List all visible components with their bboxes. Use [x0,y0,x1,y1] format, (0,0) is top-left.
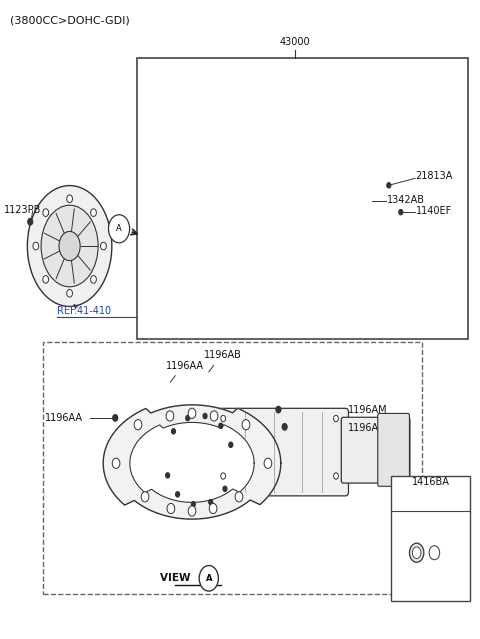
Circle shape [219,423,223,428]
Text: A: A [116,224,122,233]
Circle shape [242,420,250,430]
Ellipse shape [409,543,424,562]
Bar [137,58,468,339]
Ellipse shape [429,546,440,560]
Circle shape [43,275,48,283]
Circle shape [229,442,233,447]
Text: 1123PB: 1123PB [4,204,41,215]
FancyBboxPatch shape [378,413,409,486]
Text: A: A [205,574,212,583]
Ellipse shape [27,185,112,307]
Circle shape [166,473,169,478]
Circle shape [399,210,403,215]
Circle shape [43,209,48,217]
Ellipse shape [412,547,421,558]
Circle shape [334,415,338,422]
Circle shape [221,415,226,422]
Circle shape [387,183,391,188]
FancyBboxPatch shape [341,417,410,483]
Text: VIEW: VIEW [160,573,194,583]
Bar [391,476,470,601]
Circle shape [334,473,338,479]
Circle shape [167,504,175,514]
Circle shape [188,506,196,516]
Text: 1196AM: 1196AM [348,405,388,415]
Polygon shape [130,422,254,502]
Text: 1416BA: 1416BA [412,477,449,487]
Text: REF.41-410: REF.41-410 [57,306,111,316]
Text: 1196AB: 1196AB [348,423,386,433]
Text: 21813A: 21813A [416,171,453,181]
FancyBboxPatch shape [216,408,348,496]
Ellipse shape [162,411,236,510]
Circle shape [91,209,96,217]
Circle shape [209,500,213,505]
Circle shape [235,492,243,502]
Circle shape [33,242,39,250]
Circle shape [264,458,272,468]
Circle shape [100,242,106,250]
Circle shape [186,415,190,420]
Text: (3800CC>DOHC-GDI): (3800CC>DOHC-GDI) [10,16,129,26]
Text: 1342AB: 1342AB [387,195,425,205]
Circle shape [108,215,130,243]
Circle shape [112,458,120,468]
Bar [43,342,422,594]
Circle shape [223,486,227,491]
Text: 43000: 43000 [280,37,311,47]
Circle shape [141,492,149,502]
Circle shape [199,566,218,591]
Circle shape [91,275,96,283]
Circle shape [188,408,196,419]
Circle shape [134,420,142,430]
Circle shape [166,411,174,421]
Text: 1196AA: 1196AA [45,413,83,423]
Ellipse shape [59,231,80,261]
Circle shape [176,492,180,497]
Circle shape [282,424,287,430]
Circle shape [210,411,218,421]
Circle shape [113,415,118,421]
Circle shape [276,406,281,413]
Polygon shape [103,405,281,519]
Ellipse shape [41,205,98,287]
Circle shape [171,429,175,434]
Circle shape [203,413,207,419]
Circle shape [67,289,72,297]
Circle shape [192,502,195,507]
Circle shape [221,473,226,479]
Circle shape [209,504,217,514]
Text: 1196AA: 1196AA [166,360,204,371]
Circle shape [28,219,33,225]
Text: 1196AB: 1196AB [204,350,242,360]
Text: 1140EF: 1140EF [416,206,452,216]
Circle shape [67,195,72,203]
